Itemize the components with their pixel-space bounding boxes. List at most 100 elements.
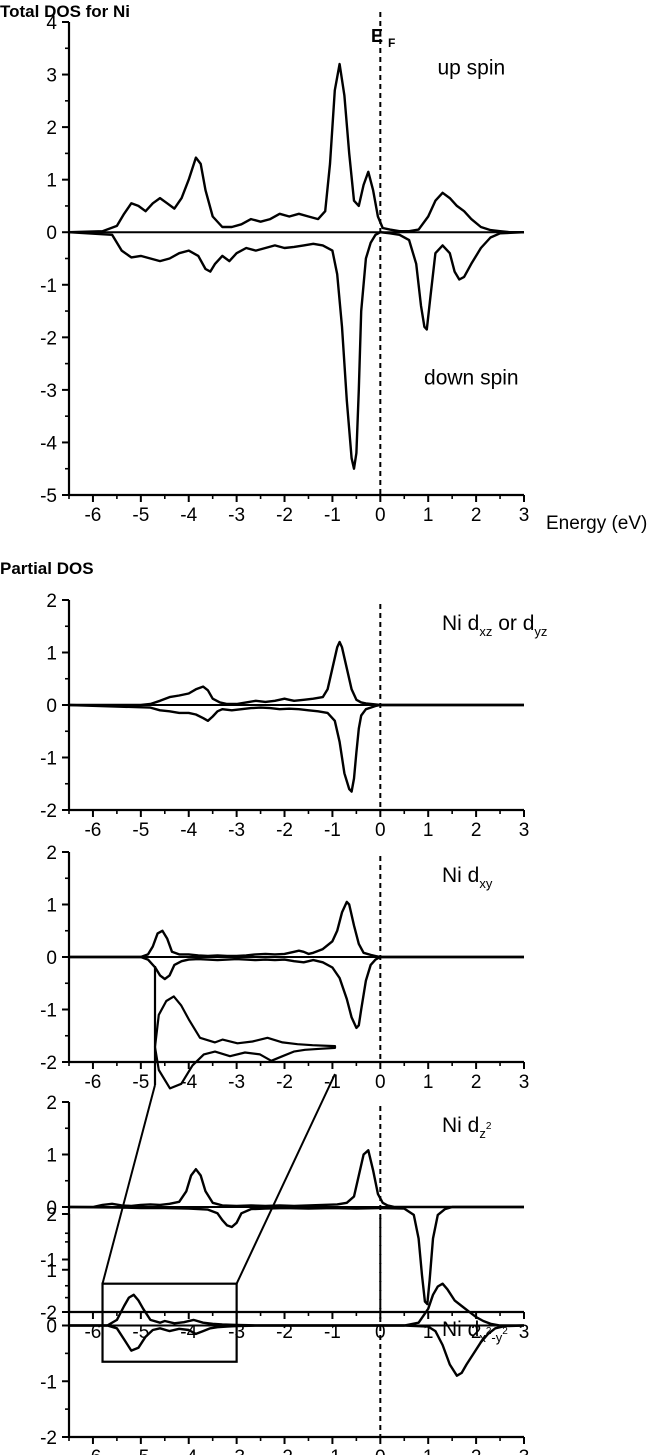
panel-label: Ni dxz or dyz bbox=[442, 612, 547, 639]
x-tick-label: 1 bbox=[423, 1447, 434, 1455]
y-tick-label: -2 bbox=[40, 328, 57, 349]
x-tick-label: 3 bbox=[519, 1072, 530, 1093]
panel-label-part: x bbox=[479, 1330, 486, 1345]
y-tick-label: 2 bbox=[46, 118, 57, 139]
down-spin-curve bbox=[68, 703, 524, 793]
panel-label-part: Ni d bbox=[442, 612, 479, 635]
y-tick-label: -1 bbox=[40, 1001, 57, 1022]
x-tick-label: -3 bbox=[228, 505, 245, 526]
annotation-label: up spin bbox=[437, 57, 505, 80]
y-tick-label: 0 bbox=[46, 1317, 57, 1338]
panel-label-part: 2 bbox=[486, 1121, 492, 1132]
zoom-box bbox=[101, 1282, 238, 1363]
x-tick-label: -6 bbox=[84, 1322, 101, 1343]
x-tick-label: -5 bbox=[132, 505, 149, 526]
y-tick-label: 4 bbox=[46, 13, 57, 34]
up-spin-curve bbox=[69, 640, 524, 707]
down-spin-curve bbox=[68, 231, 525, 470]
x-tick-label: 0 bbox=[375, 505, 386, 526]
panel-label: Ni dx2-y2 bbox=[442, 1318, 508, 1345]
x-tick-label: -4 bbox=[180, 820, 197, 841]
zoom-connector bbox=[235, 1073, 336, 1285]
y-tick-label: 3 bbox=[46, 66, 57, 87]
x-tick-label: 0 bbox=[375, 1072, 386, 1093]
down-spin-curve bbox=[69, 955, 524, 1030]
y-tick-label: -2 bbox=[40, 1303, 57, 1324]
x-tick-label: -6 bbox=[84, 1447, 101, 1455]
y-tick-label: -1 bbox=[40, 276, 57, 297]
y-tick-label: -3 bbox=[40, 381, 57, 402]
x-tick-label: 2 bbox=[471, 820, 482, 841]
panel-label-part: xz bbox=[479, 624, 492, 639]
x-tick-label: -6 bbox=[84, 505, 101, 526]
x-tick-label: 1 bbox=[423, 1322, 434, 1343]
y-tick-label: -2 bbox=[40, 1428, 57, 1449]
y-tick-label: 1 bbox=[46, 1146, 57, 1167]
panel-label: Ni dxy bbox=[442, 864, 493, 891]
x-tick-label: 1 bbox=[423, 820, 434, 841]
x-tick-label: -4 bbox=[180, 1447, 197, 1455]
x-tick-label: -2 bbox=[276, 505, 293, 526]
panel-label-part: xy bbox=[479, 876, 493, 891]
y-tick-label: 0 bbox=[46, 223, 57, 244]
x-tick-label: -6 bbox=[84, 820, 101, 841]
x-tick-label: -6 bbox=[84, 1072, 101, 1093]
x-tick-label: 3 bbox=[519, 820, 530, 841]
x-tick-label: 1 bbox=[423, 1072, 434, 1093]
panel-label-part: Ni d bbox=[442, 864, 479, 887]
x-tick-label: -4 bbox=[180, 505, 197, 526]
x-tick-label: -5 bbox=[132, 820, 149, 841]
x-tick-label: 0 bbox=[375, 1447, 386, 1455]
up-spin-curve bbox=[68, 62, 524, 234]
panel-label-part: Ni d bbox=[442, 1318, 479, 1341]
x-tick-label: 2 bbox=[471, 1322, 482, 1343]
inset-up-spin-curve bbox=[153, 995, 337, 1048]
down-spin-curve bbox=[68, 1205, 524, 1306]
x-tick-label: 2 bbox=[471, 505, 482, 526]
panel-label-part: 2 bbox=[502, 1326, 508, 1337]
fermi-label-sub: F bbox=[388, 36, 395, 50]
x-tick-label: -2 bbox=[276, 1072, 293, 1093]
y-tick-label: -2 bbox=[40, 1053, 57, 1074]
up-spin-curve bbox=[69, 1149, 524, 1209]
panel-label-part: Ni d bbox=[442, 1114, 479, 1137]
y-tick-label: 2 bbox=[46, 591, 57, 612]
y-tick-label: -5 bbox=[40, 486, 57, 507]
y-tick-label: -1 bbox=[40, 1251, 57, 1272]
y-tick-label: 0 bbox=[46, 696, 57, 717]
panel-label-part: z bbox=[479, 1126, 486, 1141]
x-tick-label: 3 bbox=[519, 1447, 530, 1455]
panel-label-part: -y bbox=[491, 1330, 502, 1345]
y-tick-label: -1 bbox=[40, 1372, 57, 1393]
y-tick-label: 2 bbox=[46, 843, 57, 864]
y-tick-label: -4 bbox=[40, 433, 57, 454]
x-tick-label: 0 bbox=[375, 1322, 386, 1343]
chart-panel-1: -6 -5 -4 -3 -2 -1 0 1 2 3 -5 -4 -3 -2 -1 0 1 2 3 4 up spin do… bbox=[40, 12, 529, 526]
x-tick-label: -2 bbox=[276, 1447, 293, 1455]
y-tick-label: 2 bbox=[46, 1093, 57, 1114]
up-spin-curve bbox=[69, 900, 524, 959]
y-tick-label: -1 bbox=[40, 749, 57, 770]
y-tick-label: 1 bbox=[46, 171, 57, 192]
panel-label-part: or d bbox=[492, 612, 534, 635]
panel-label-part: yz bbox=[534, 624, 547, 639]
x-tick-label: -3 bbox=[228, 820, 245, 841]
x-tick-label: -5 bbox=[132, 1447, 149, 1455]
total-dos-header: Total DOS for Ni bbox=[0, 2, 130, 21]
x-tick-label: -1 bbox=[324, 1447, 341, 1455]
x-tick-label: -1 bbox=[324, 820, 341, 841]
panel-label-part: 2 bbox=[486, 1326, 492, 1337]
inset-down-spin-curve bbox=[153, 1046, 337, 1090]
down-spin-curve bbox=[69, 1324, 525, 1377]
x-tick-label: -2 bbox=[276, 820, 293, 841]
x-tick-label: -1 bbox=[324, 1322, 341, 1343]
panel-label: Ni dz2 bbox=[442, 1114, 492, 1141]
y-tick-label: -2 bbox=[40, 801, 57, 822]
x-axis-label: Energy (eV) bbox=[546, 513, 647, 534]
y-tick-label: 0 bbox=[46, 948, 57, 969]
zoom-connector bbox=[101, 1084, 156, 1284]
